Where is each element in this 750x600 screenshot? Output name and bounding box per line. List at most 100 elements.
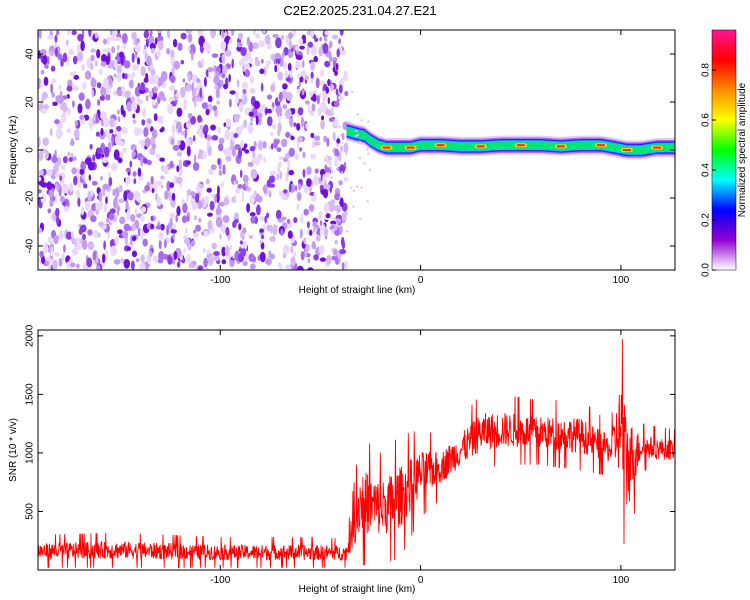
noise-speckle	[195, 224, 202, 232]
noise-speckle	[73, 128, 80, 139]
noise-speckle	[262, 30, 266, 34]
noise-speckle	[52, 101, 58, 107]
noise-speckle	[322, 173, 326, 184]
noise-speckle	[290, 135, 295, 141]
noise-speckle	[38, 169, 44, 176]
noise-speckle	[313, 254, 319, 261]
noise-speckle	[178, 159, 182, 170]
noise-speckle	[109, 208, 116, 215]
noise-speckle	[145, 123, 152, 130]
noise-speckle	[127, 73, 131, 79]
noise-speckle	[241, 94, 245, 100]
noise-speckle	[261, 58, 264, 64]
noise-speckle	[206, 248, 211, 256]
noise-speckle	[144, 137, 151, 148]
noise-speckle	[254, 190, 257, 196]
noise-speckle	[214, 194, 217, 204]
noise-speckle	[304, 243, 310, 251]
noise-speckle	[167, 103, 174, 115]
noise-speckle	[311, 103, 316, 112]
noise-speckle	[287, 230, 293, 239]
noise-speckle	[158, 239, 162, 250]
noise-speckle	[162, 165, 169, 174]
noise-speckle	[343, 142, 349, 153]
x-tick-label: 100	[613, 575, 630, 586]
noise-speckle	[116, 72, 122, 83]
noise-speckle	[334, 70, 338, 76]
noise-speckle	[130, 144, 137, 151]
noise-speckle	[252, 42, 259, 50]
noise-speckle	[151, 187, 155, 194]
noise-speckle	[123, 190, 128, 202]
noise-speckle	[249, 87, 256, 95]
noise-speckle	[237, 148, 243, 158]
noise-speckle	[142, 107, 146, 118]
noise-speckle	[223, 197, 230, 206]
noise-speckle	[282, 189, 288, 194]
noise-speckle	[235, 91, 239, 102]
noise-speckle	[301, 60, 305, 68]
noise-speckle	[299, 45, 305, 50]
noise-speckle	[180, 130, 186, 136]
noise-speckle	[182, 78, 185, 83]
noise-speckle	[280, 228, 284, 236]
noise-speckle	[49, 128, 53, 137]
noise-speckle	[66, 107, 72, 116]
noise-speckle	[193, 203, 199, 209]
noise-speckle	[241, 81, 249, 90]
noise-speckle	[51, 92, 55, 98]
noise-speckle	[251, 157, 258, 163]
noise-speckle	[339, 248, 347, 255]
noise-speckle	[158, 251, 165, 262]
noise-speckle	[254, 56, 259, 62]
noise-speckle	[293, 252, 297, 257]
noise-speckle	[68, 48, 75, 56]
noise-speckle	[219, 233, 222, 240]
noise-speckle	[221, 53, 226, 65]
noise-speckle	[184, 237, 191, 245]
noise-speckle	[149, 244, 154, 249]
noise-speckle	[187, 73, 191, 82]
noise-speckle	[207, 254, 214, 266]
noise-speckle	[290, 245, 294, 254]
noise-speckle	[206, 134, 212, 141]
noise-speckle	[90, 78, 97, 88]
noise-speckle	[260, 234, 265, 240]
noise-speckle	[140, 65, 146, 77]
noise-speckle	[249, 263, 256, 270]
noise-speckle	[279, 264, 283, 270]
noise-speckle	[116, 125, 122, 132]
noise-speckle	[218, 169, 223, 176]
noise-speckle	[190, 115, 197, 125]
noise-speckle	[61, 112, 67, 123]
noise-speckle	[185, 83, 192, 92]
noise-speckle	[259, 239, 263, 245]
noise-speckle	[319, 257, 326, 262]
noise-speckle	[69, 71, 75, 76]
noise-speckle	[72, 156, 77, 162]
noise-speckle	[111, 136, 115, 147]
noise-speckle	[164, 190, 169, 200]
noise-speckle	[255, 33, 261, 40]
noise-speckle	[77, 33, 84, 42]
noise-speckle	[246, 203, 251, 213]
noise-speckle	[50, 65, 56, 72]
noise-speckle	[278, 113, 282, 123]
noise-speckle	[90, 189, 94, 197]
noise-speckle	[150, 223, 155, 230]
noise-speckle	[367, 152, 370, 155]
noise-speckle	[311, 241, 316, 250]
noise-speckle	[87, 210, 92, 218]
spectrogram-panel: -100 0 100 -40 -20 0 20 40 Height of straight l…	[8, 29, 676, 296]
noise-speckle	[171, 257, 176, 265]
noise-speckle	[225, 49, 232, 57]
noise-speckle	[253, 100, 261, 110]
noise-speckle	[285, 91, 293, 102]
noise-speckle	[197, 265, 204, 270]
noise-speckle	[176, 261, 181, 268]
noise-speckle	[100, 86, 107, 97]
noise-speckle	[314, 141, 321, 146]
noise-speckle	[112, 197, 118, 209]
noise-speckle	[307, 102, 311, 113]
noise-speckle	[104, 249, 109, 261]
